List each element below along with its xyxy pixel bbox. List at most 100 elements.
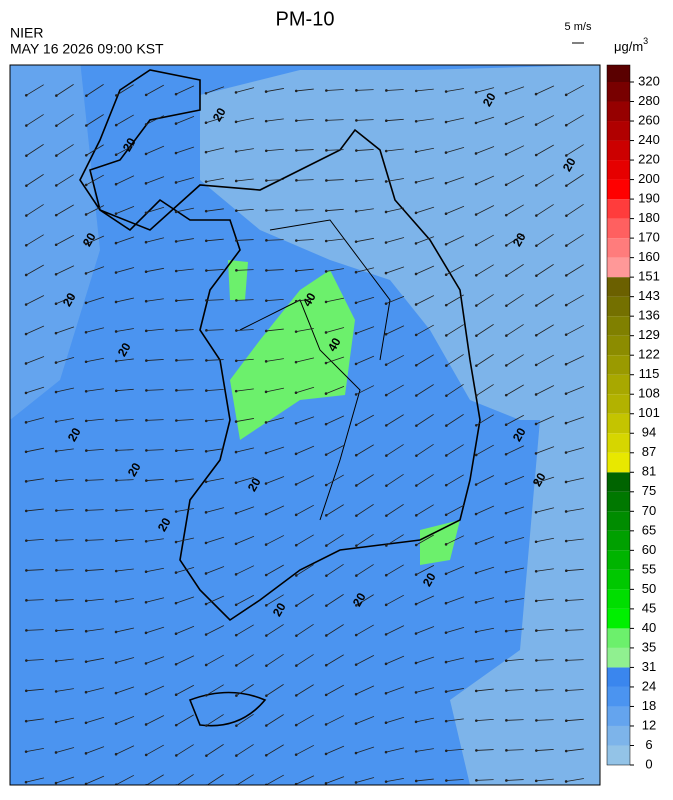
wind-arrow-head [325,574,328,577]
wind-arrow [266,564,284,576]
wind-arrow-head [474,660,478,663]
wind-arrow-head [505,749,508,752]
wind-arrow-head [414,272,418,276]
wind-arrow-head [175,299,178,302]
wind-arrow [146,479,164,481]
wind-arrow [26,508,44,512]
wind-arrow-head [355,149,358,152]
wind-arrow [175,567,195,573]
field-region [200,65,600,420]
contour-label: 20 [350,590,369,609]
wind-arrow-head [84,301,88,305]
wind-arrow [356,504,374,516]
wind-arrow [566,599,584,601]
wind-arrow-head [474,243,478,247]
colorbar-label: 18 [642,698,656,713]
wind-arrow [295,386,315,394]
wind-arrow-head [85,479,88,482]
wind-arrow-head [535,244,538,247]
wind-arrow [146,267,164,273]
wind-arrow-head [445,334,448,337]
wind-arrow-head [204,180,208,183]
wind-arrow-head [114,359,118,363]
colorbar-segment [607,355,630,375]
wind-arrow [326,119,344,121]
wind-arrow-head [445,779,448,782]
colorbar-segment [607,745,630,765]
wind-arrow [236,358,254,362]
wind-arrow-head [325,89,328,92]
wind-arrow [86,144,104,156]
wind-arrow [56,658,74,662]
wind-arrow-head [294,753,298,756]
wind-arrow [416,474,434,486]
wind-arrow [206,359,224,361]
wind-arrow [236,148,254,152]
wind-arrow-head [354,240,358,243]
wind-arrow-head [144,600,148,604]
wind-arrow [115,175,135,185]
wind-arrow-head [504,452,508,456]
wind-arrow-head [114,182,118,186]
wind-arrow-head [54,243,58,247]
wind-arrow-head [54,751,58,754]
wind-arrow-head [264,753,268,757]
wind-arrow-head [504,393,508,397]
wind-arrow-head [25,154,28,157]
wind-arrow [475,505,495,515]
wind-arrow-head [264,119,268,123]
wind-arrow [116,449,134,451]
wind-arrow-head [475,334,478,337]
wind-arrow [175,146,195,154]
wind-arrow [25,295,45,305]
wind-arrow-head [565,629,568,632]
wind-arrow [536,629,554,631]
wind-arrow [236,654,254,666]
wind-arrow-head [324,239,328,243]
wind-arrow [326,208,344,212]
wind-arrow [26,114,44,126]
wind-arrow [475,475,495,485]
wind-arrow [506,324,524,336]
wind-arrow [145,626,165,634]
wind-arrow-head [325,544,328,547]
wind-arrow-head [354,332,358,335]
wind-arrow [236,774,254,785]
colorbar-label: 87 [642,444,656,459]
colorbar-label: 40 [642,620,656,635]
wind-arrow-head [54,420,58,423]
wind-arrow-head [265,634,268,637]
wind-arrow-head [144,182,148,185]
wind-arrow [445,264,465,276]
wind-arrow [266,654,284,666]
wind-arrow [386,534,404,546]
colorbar-label: 81 [642,464,656,479]
wind-arrow [296,684,314,696]
wind-arrow-head [384,633,388,636]
wind-arrow [476,414,494,426]
wind-arrow [415,295,435,305]
wind-arrow [296,594,314,606]
wind-arrow-head [534,123,538,126]
wind-arrow [266,209,284,211]
wind-arrow [266,179,284,181]
wind-arrow [416,384,434,396]
wind-arrow-head [54,361,58,364]
wind-arrow [175,116,195,124]
wind-arrow-head [384,271,388,275]
wind-arrow [116,419,134,421]
wind-arrow-head [175,389,178,392]
wind-arrow [475,566,495,574]
wind-arrow-head [205,299,208,302]
wind-arrow [205,566,225,574]
wind-arrow-head [85,539,88,542]
colorbar-label: 320 [638,73,660,88]
wind-arrow-head [354,663,358,666]
wind-arrow-head [234,91,238,94]
wind-arrow-head [325,634,328,637]
wind-arrow [25,417,45,423]
wind-arrow [476,658,494,662]
wind-arrow [26,174,44,186]
wind-arrow [475,116,495,124]
